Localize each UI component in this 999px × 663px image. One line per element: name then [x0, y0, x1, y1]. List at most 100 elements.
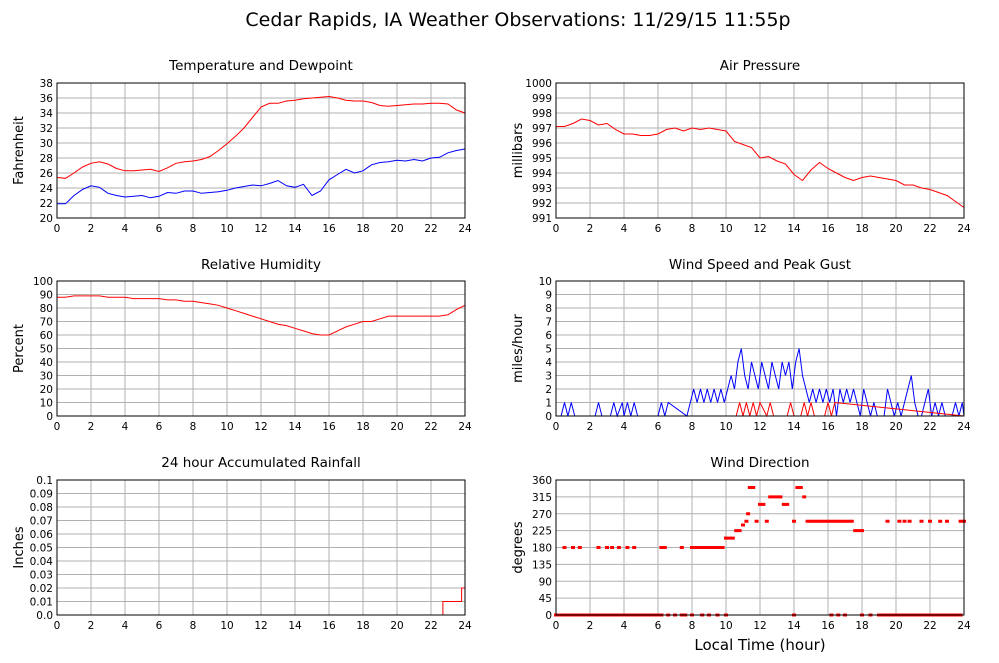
data-point: [700, 546, 705, 549]
x-tick-label: 22: [424, 223, 437, 235]
data-point: [795, 486, 800, 489]
y-tick-label: 997: [532, 123, 552, 135]
data-point: [812, 519, 817, 523]
x-tick-label: 12: [254, 620, 267, 632]
x-tick-label: 24: [458, 620, 472, 632]
data-point: [632, 546, 637, 549]
x-tick-label: 8: [689, 421, 696, 433]
data-point: [596, 546, 601, 549]
y-tick-label: 7: [545, 317, 552, 329]
y-tick-label: 995: [532, 153, 552, 165]
x-tick-label: 0: [553, 223, 560, 235]
data-point: [826, 519, 830, 523]
data-point: [768, 495, 773, 499]
x-tick-label: 8: [190, 620, 197, 632]
data-point: [885, 519, 890, 523]
data-point: [710, 546, 715, 549]
data-point: [958, 519, 963, 523]
data-point: [727, 536, 732, 540]
x-tick-label: 22: [424, 620, 437, 632]
y-tick-label: 10: [539, 276, 552, 288]
data-point: [724, 536, 728, 540]
x-tick-label: 6: [655, 620, 662, 632]
x-tick-label: 16: [322, 620, 336, 632]
x-tick-label: 0: [553, 620, 560, 632]
y-tick-label: 0.08: [30, 502, 53, 514]
x-tick-label: 2: [88, 421, 95, 433]
x-tick-label: 14: [288, 223, 302, 235]
y-tick-label: 20: [40, 384, 53, 396]
x-tick-label: 0: [54, 620, 61, 632]
y-tick-label: 28: [40, 153, 53, 165]
data-point: [809, 519, 813, 523]
plot-frame: [56, 82, 466, 219]
x-tick-label: 6: [655, 421, 662, 433]
chart-title: Relative Humidity: [201, 257, 321, 273]
y-tick-label: 0: [46, 411, 53, 423]
data-point: [853, 529, 858, 533]
series-line-1: [57, 148, 466, 205]
plot-frame: [555, 479, 965, 616]
y-tick-label: 992: [532, 198, 552, 210]
chart-title: 24 hour Accumulated Rainfall: [161, 455, 360, 471]
x-tick-label: 16: [821, 421, 835, 433]
data-point: [690, 546, 694, 549]
x-tick-label: 22: [923, 421, 936, 433]
y-tick-label: 315: [532, 492, 552, 504]
y-tick-label: 135: [532, 559, 552, 571]
x-tick-label: 2: [88, 223, 95, 235]
y-axis-label: miles/hour: [511, 313, 526, 382]
data-point: [919, 519, 924, 523]
y-tick-label: 38: [40, 78, 53, 90]
x-tick-label: 12: [254, 421, 267, 433]
chart-title: Temperature and Dewpoint: [168, 58, 353, 74]
x-tick-label: 6: [156, 421, 163, 433]
data-point: [662, 546, 667, 549]
x-tick-label: 2: [587, 620, 594, 632]
x-tick-label: 2: [587, 421, 594, 433]
x-tick-label: 0: [553, 421, 560, 433]
series-line-0: [57, 295, 466, 336]
y-tick-label: 0.02: [30, 583, 53, 595]
y-tick-label: 32: [40, 123, 53, 135]
x-tick-label: 22: [923, 620, 936, 632]
data-point: [761, 502, 766, 506]
x-tick-label: 18: [356, 620, 369, 632]
y-tick-label: 26: [40, 168, 54, 180]
chart-title: Wind Direction: [710, 455, 809, 471]
data-point: [696, 546, 701, 549]
data-point: [730, 536, 735, 540]
x-tick-label: 12: [753, 421, 766, 433]
data-point: [703, 546, 708, 549]
data-point: [707, 546, 711, 549]
y-tick-label: 45: [539, 593, 552, 605]
x-tick-label: 4: [621, 223, 628, 235]
data-point: [781, 502, 786, 506]
data-point: [843, 519, 847, 523]
x-tick-label: 2: [587, 223, 594, 235]
data-point: [928, 519, 932, 523]
data-point: [605, 546, 609, 549]
data-point: [860, 529, 864, 533]
data-point: [829, 519, 834, 523]
x-tick-label: 22: [424, 421, 437, 433]
data-point: [778, 495, 783, 499]
x-tick-label: 0: [54, 421, 61, 433]
x-tick-label: 14: [288, 421, 302, 433]
plot-frame: [56, 479, 466, 616]
data-point: [836, 519, 841, 523]
x-tick-label: 12: [753, 223, 766, 235]
data-point: [819, 519, 824, 523]
y-tick-label: 994: [532, 168, 552, 180]
y-tick-label: 180: [532, 543, 552, 555]
y-tick-label: 60: [40, 330, 53, 342]
y-axis-label: Inches: [12, 526, 27, 568]
x-tick-label: 20: [889, 620, 902, 632]
y-tick-label: 0: [545, 411, 552, 423]
plot-frame: [555, 280, 965, 417]
x-tick-label: 6: [655, 223, 662, 235]
y-tick-label: 998: [532, 108, 552, 120]
